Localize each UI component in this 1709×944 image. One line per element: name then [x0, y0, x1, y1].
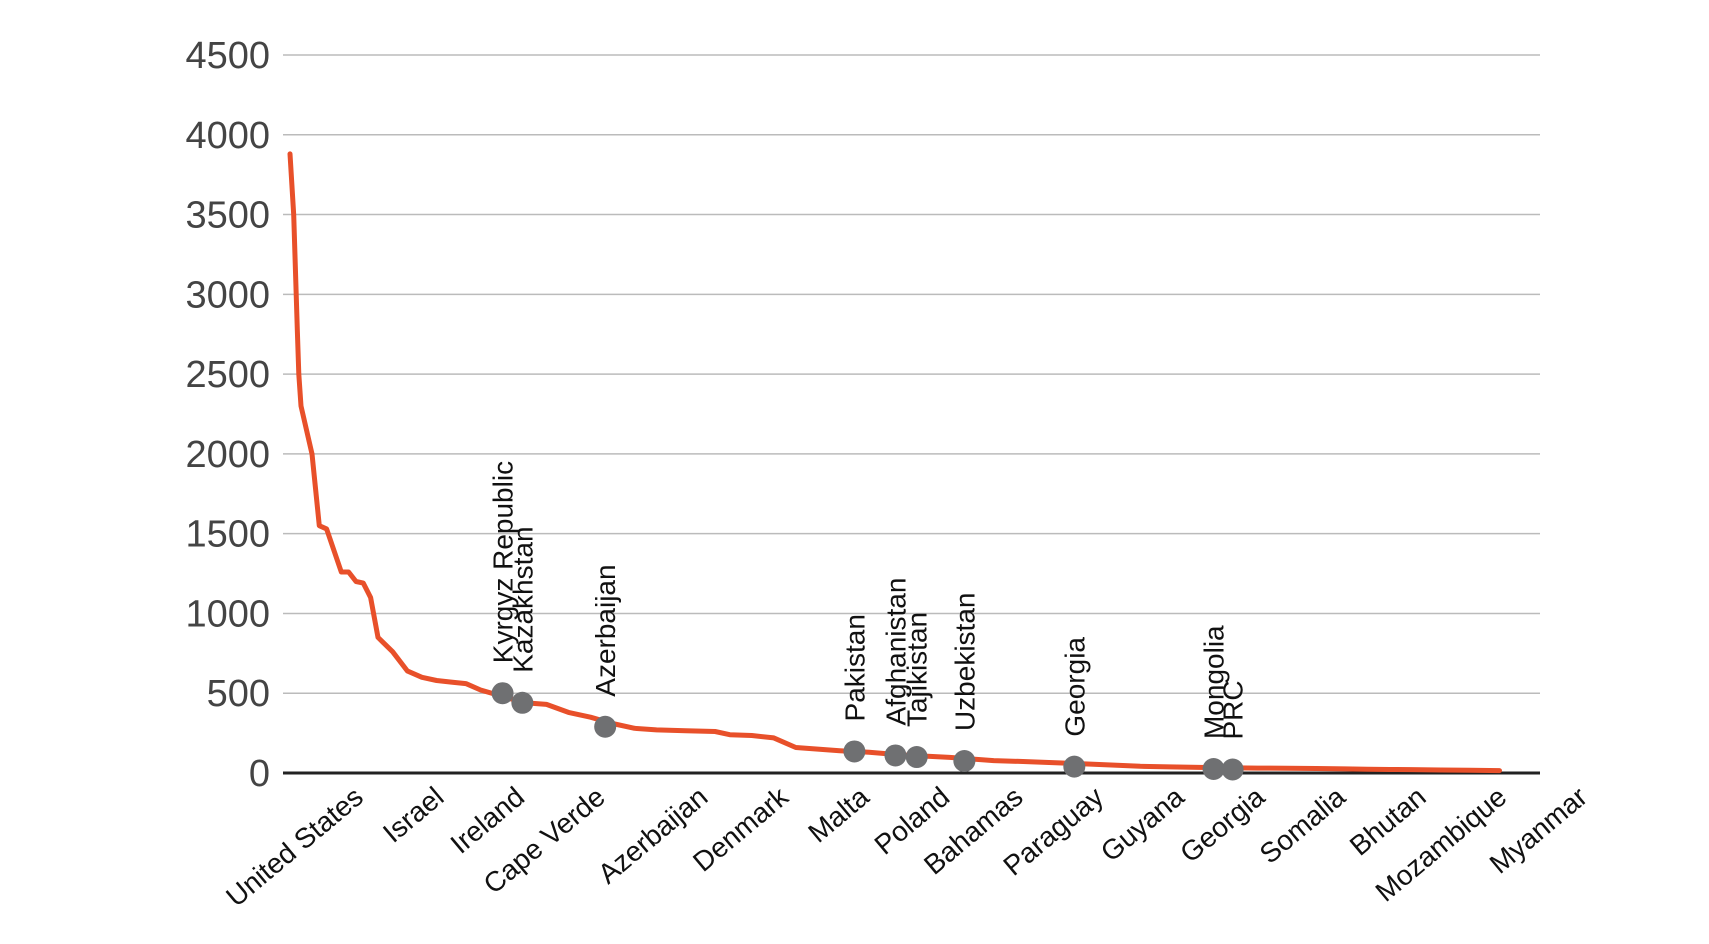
- highlight-point: [884, 744, 907, 767]
- x-tick-label: Israel: [377, 781, 449, 849]
- y-tick-label: 3500: [185, 195, 270, 237]
- highlight-point: [491, 682, 514, 705]
- highlight-markers: [491, 682, 1244, 781]
- highlight-label: Mongolia: [1199, 625, 1230, 739]
- highlight-point: [511, 691, 534, 714]
- highlight-label: Afghanistan: [880, 578, 911, 726]
- highlight-point: [1202, 758, 1225, 781]
- y-axis-ticks: 0 500 1000 1500 2000 2500 3000 3500 4000 4500: [185, 35, 270, 795]
- highlight-label: Uzbekistan: [949, 593, 980, 732]
- x-tick-label: Azerbaijan: [592, 781, 713, 890]
- y-tick-label: 0: [249, 753, 270, 795]
- x-tick-label: Guyana: [1095, 781, 1190, 868]
- highlight-label: Tajikistan: [902, 612, 933, 727]
- gridlines: [283, 54, 1540, 694]
- highlight-label: PRC: [1218, 680, 1249, 739]
- highlight-point: [905, 746, 928, 769]
- y-tick-label: 4000: [185, 115, 270, 157]
- x-tick-label: United States: [220, 781, 369, 913]
- highlight-point: [1221, 758, 1244, 781]
- y-tick-label: 1000: [185, 593, 270, 635]
- highlight-point: [594, 715, 617, 738]
- highlight-label: Azerbaijan: [590, 564, 621, 696]
- highlight-point: [1063, 755, 1086, 778]
- y-tick-label: 2000: [185, 434, 270, 476]
- y-tick-label: 4500: [185, 35, 270, 77]
- y-tick-label: 3000: [185, 274, 270, 316]
- highlight-label: Kazakhstan: [507, 526, 538, 672]
- highlight-point: [843, 740, 866, 763]
- x-tick-label: Somalia: [1254, 781, 1352, 870]
- highlight-label: Kyrgyz Republic: [488, 461, 519, 663]
- highlight-label: Georgia: [1059, 637, 1090, 737]
- x-tick-label: Georgia: [1174, 781, 1271, 869]
- highlight-label: Pakistan: [839, 614, 870, 721]
- y-tick-label: 500: [207, 673, 270, 715]
- highlight-point: [953, 750, 976, 773]
- y-tick-label: 1500: [185, 514, 270, 556]
- y-tick-label: 2500: [185, 354, 270, 396]
- x-tick-label: Malta: [802, 781, 875, 849]
